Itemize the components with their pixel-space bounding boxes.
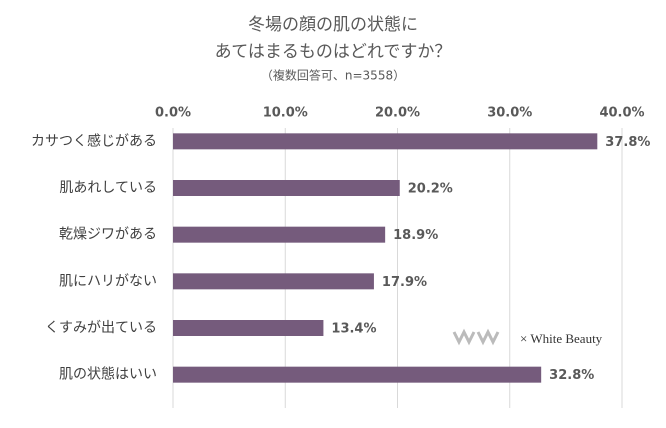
logo-icon <box>452 328 500 346</box>
y-tick-label: くすみが出ている <box>45 320 157 336</box>
bar <box>173 180 400 196</box>
x-tick-label: 20.0% <box>375 106 420 121</box>
bar <box>173 366 542 383</box>
y-tick-label: カサつく感じがある <box>31 132 157 149</box>
value-label: 20.2% <box>408 182 453 197</box>
bar <box>173 133 598 150</box>
chart-title: あてはまるものはどれですか？ <box>215 42 452 62</box>
x-tick-label: 30.0% <box>487 106 532 121</box>
bar <box>173 273 374 290</box>
x-tick-label: 0.0% <box>155 106 191 121</box>
chart-subtitle: （複数回答可、n=3558） <box>261 68 405 83</box>
bar <box>173 320 324 336</box>
y-tick-label: 乾燥ジワがある <box>59 227 157 243</box>
x-tick-label: 10.0% <box>263 106 308 121</box>
value-label: 37.8% <box>605 135 650 150</box>
chart-title: 冬場の顔の肌の状態に <box>248 15 418 35</box>
value-label: 32.8% <box>549 368 594 383</box>
value-label: 13.4% <box>331 322 376 337</box>
y-tick-label: 肌の状態はいい <box>59 367 157 383</box>
y-tick-label: 肌にハリがない <box>59 273 157 289</box>
value-label: 18.9% <box>393 228 438 243</box>
y-tick-label: 肌あれしている <box>59 180 157 196</box>
value-label: 17.9% <box>382 275 427 290</box>
watermark: × White Beauty <box>520 331 603 346</box>
bar <box>173 226 386 243</box>
x-tick-label: 40.0% <box>599 106 644 121</box>
